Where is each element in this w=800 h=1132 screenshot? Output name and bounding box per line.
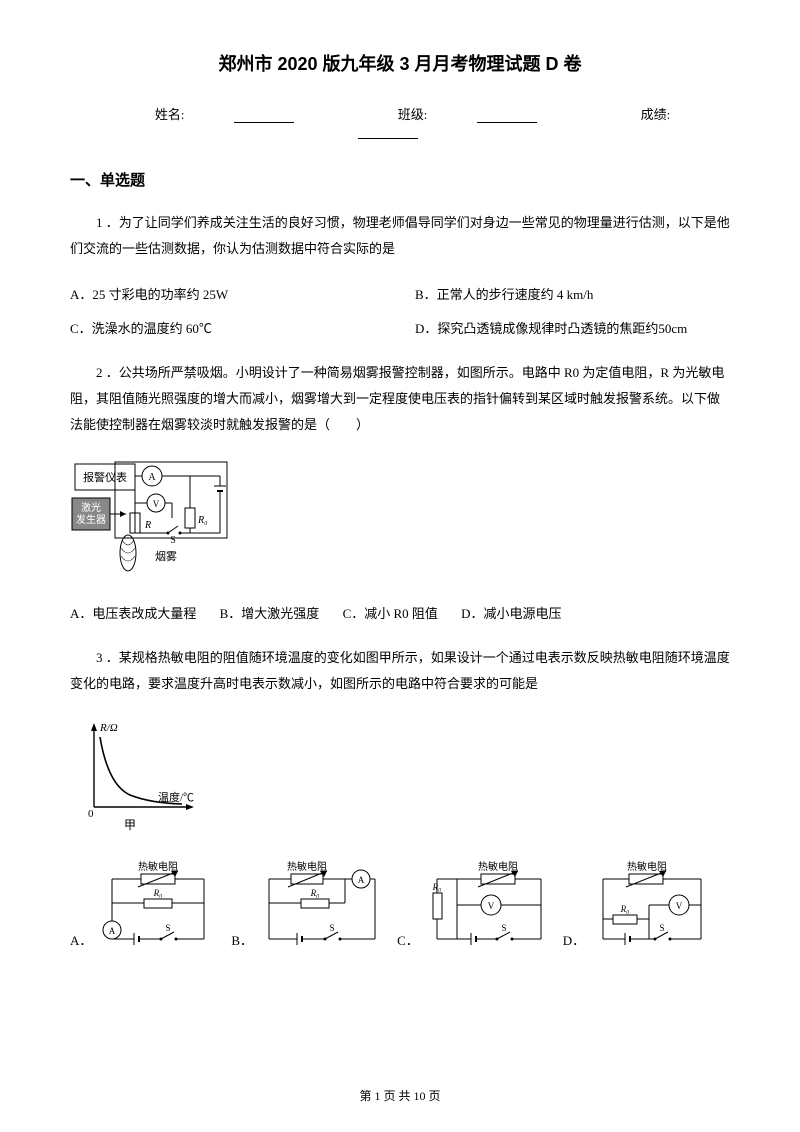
graph-caption: 甲	[124, 818, 136, 832]
graph-xlabel: 温度/℃	[158, 790, 194, 804]
svg-text:S: S	[330, 923, 335, 933]
option-a[interactable]: A． 热敏电阻 R₀ A	[70, 859, 221, 951]
option-c[interactable]: C．减小 R0 阻值	[343, 606, 438, 621]
r0-label: R₀	[197, 515, 208, 526]
svg-text:A: A	[109, 926, 116, 936]
circuit-a-icon: 热敏电阻 R₀ A S	[96, 859, 221, 951]
option-b[interactable]: B． 热敏电阻 A R₀	[231, 859, 387, 951]
svg-text:S: S	[166, 923, 171, 933]
question-text: 某规格热敏电阻的阻值随环境温度的变化如图甲所示，如果设计一个通过电表示数反映热敏…	[70, 650, 730, 691]
option-c[interactable]: C．洗澡水的温度约 60℃	[70, 316, 385, 342]
option-d[interactable]: D． 热敏电阻 V R₀	[563, 859, 714, 951]
svg-text:S: S	[501, 923, 506, 933]
name-blank[interactable]	[234, 122, 294, 123]
svg-text:R₀: R₀	[620, 904, 630, 914]
ammeter-label: A	[148, 472, 156, 483]
circuit-diagram-icon: 报警仪表 A 激光 发生器 V R R₀	[70, 458, 235, 583]
class-label: 班级:	[398, 107, 428, 122]
smoke-label: 烟雾	[155, 549, 177, 563]
question-number: 1 ．	[96, 215, 119, 230]
alarm-label: 报警仪表	[83, 470, 127, 484]
circuit-d-icon: 热敏电阻 V R₀	[589, 859, 714, 951]
option-c[interactable]: C． 热敏电阻 R₀ V	[397, 859, 553, 951]
r-label: R	[144, 520, 151, 531]
question-2: 2 ．公共场所严禁吸烟。小明设计了一种简易烟雾报警控制器，如图所示。电路中 R0…	[70, 360, 730, 438]
svg-text:R₀: R₀	[310, 888, 320, 898]
laser-label-2: 发生器	[76, 513, 106, 526]
question-2-diagram: 报警仪表 A 激光 发生器 V R R₀	[70, 458, 730, 587]
voltmeter-label: V	[153, 499, 160, 509]
question-3-graph: R/Ω 温度/℃ 0 甲	[70, 717, 730, 841]
svg-text:R₀: R₀	[153, 888, 163, 898]
option-a[interactable]: A．电压表改成大量程	[70, 606, 196, 621]
page-title: 郑州市 2020 版九年级 3 月月考物理试题 D 卷	[70, 50, 730, 76]
question-1-options: A．25 寸彩电的功率约 25W B．正常人的步行速度约 4 km/h C．洗澡…	[70, 282, 730, 342]
option-b[interactable]: B．正常人的步行速度约 4 km/h	[415, 282, 730, 308]
page-footer: 第 1 页 共 10 页	[0, 1087, 800, 1104]
graph-ylabel: R/Ω	[99, 722, 118, 734]
switch-label: S	[170, 535, 176, 546]
section-heading: 一、单选题	[70, 169, 730, 190]
question-3-circuit-options: A． 热敏电阻 R₀ A	[70, 859, 730, 951]
circuit-c-icon: 热敏电阻 R₀ V	[423, 859, 553, 951]
option-d[interactable]: D．探究凸透镜成像规律时凸透镜的焦距约50cm	[415, 316, 730, 342]
svg-text:V: V	[487, 901, 494, 911]
question-3: 3 ．某规格热敏电阻的阻值随环境温度的变化如图甲所示，如果设计一个通过电表示数反…	[70, 645, 730, 697]
svg-text:S: S	[660, 923, 665, 933]
circuit-b-icon: 热敏电阻 A R₀ S	[257, 859, 387, 951]
svg-text:0: 0	[88, 808, 94, 820]
svg-text:V: V	[676, 901, 683, 911]
student-info-line: 姓名: 班级: 成绩:	[70, 104, 730, 139]
question-2-options: A．电压表改成大量程 B．增大激光强度 C．减小 R0 阻值 D．减小电源电压	[70, 601, 730, 627]
option-d[interactable]: D．减小电源电压	[461, 606, 561, 621]
score-label: 成绩:	[641, 107, 671, 122]
name-label: 姓名:	[155, 107, 185, 122]
question-text: 为了让同学们养成关注生活的良好习惯，物理老师倡导同学们对身边一些常见的物理量进行…	[70, 215, 730, 256]
question-1: 1 ．为了让同学们养成关注生活的良好习惯，物理老师倡导同学们对身边一些常见的物理…	[70, 210, 730, 262]
option-b[interactable]: B．增大激光强度	[220, 606, 320, 621]
option-a[interactable]: A．25 寸彩电的功率约 25W	[70, 282, 385, 308]
question-number: 3 ．	[96, 650, 119, 665]
laser-label-1: 激光	[81, 501, 101, 514]
svg-text:A: A	[358, 875, 365, 885]
question-number: 2 ．	[96, 365, 119, 380]
class-blank[interactable]	[477, 122, 537, 123]
resistance-temperature-graph-icon: R/Ω 温度/℃ 0 甲	[70, 717, 210, 837]
score-blank[interactable]	[358, 138, 418, 139]
question-text: 公共场所严禁吸烟。小明设计了一种简易烟雾报警控制器，如图所示。电路中 R0 为定…	[70, 365, 724, 432]
